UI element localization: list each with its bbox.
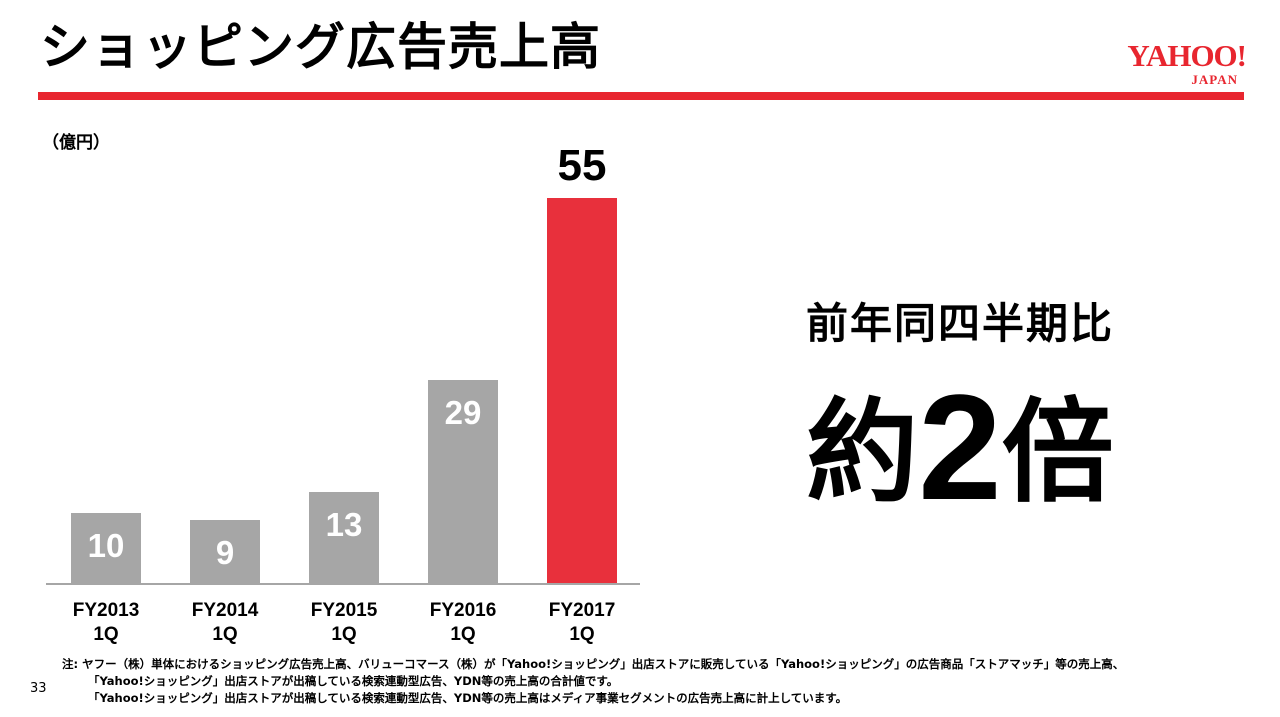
footnote-line: 注: ヤフー（株）単体におけるショッピング広告売上高、バリューコマース（株）が「…	[62, 657, 1125, 671]
x-tick-label: 1Q	[93, 624, 118, 645]
multiplier-suffix: 倍	[1001, 388, 1114, 518]
data-label: 10	[88, 527, 125, 564]
x-tick-label: FY2017	[549, 600, 616, 621]
data-label: 13	[326, 506, 363, 543]
x-tick-label: 1Q	[569, 624, 594, 645]
data-label: 9	[216, 534, 234, 571]
x-tick-label: 1Q	[450, 624, 475, 645]
x-tick-label: 1Q	[331, 624, 356, 645]
yoy-comparison-label: 前年同四半期比	[805, 299, 1114, 348]
bar-chart: 10 FY2013 1Q 9 FY2014 1Q 13 FY2015 1Q 29 FY2016 1Q 5…	[46, 141, 640, 645]
logo-main-text: YAHOO!	[1127, 38, 1247, 73]
data-label: 55	[558, 141, 607, 190]
x-tick-label: FY2015	[311, 600, 378, 621]
bar	[547, 198, 617, 583]
chart-unit-label: （億円）	[42, 133, 110, 153]
multiplier-number: 2	[918, 363, 1002, 531]
title-divider	[38, 92, 1244, 100]
x-tick-label: 1Q	[212, 624, 237, 645]
x-tick-label: FY2016	[430, 600, 497, 621]
bar	[71, 513, 141, 583]
footnote-line: 「Yahoo!ショッピング」出店ストアが出稿している検索連動型広告、YDN等の売…	[88, 691, 848, 705]
bar	[190, 520, 260, 583]
bar	[309, 492, 379, 583]
page-number: 33	[30, 681, 47, 696]
logo-sub-text: JAPAN	[1191, 72, 1238, 87]
footnote-line: 「Yahoo!ショッピング」出店ストアが出稿している検索連動型広告、YDN等の売…	[88, 674, 619, 688]
footnotes: 注: ヤフー（株）単体におけるショッピング広告売上高、バリューコマース（株）が「…	[62, 656, 1124, 707]
x-tick-label: FY2013	[73, 600, 140, 621]
bar	[428, 380, 498, 583]
yahoo-japan-logo: YAHOO! JAPAN	[1070, 38, 1247, 90]
approx-prefix: 約	[806, 388, 919, 518]
page-title: ショッピング広告売上高	[40, 18, 601, 76]
data-label: 29	[445, 394, 482, 431]
x-tick-label: FY2014	[192, 600, 259, 621]
yoy-comparison-value: 約2倍	[760, 372, 1160, 522]
